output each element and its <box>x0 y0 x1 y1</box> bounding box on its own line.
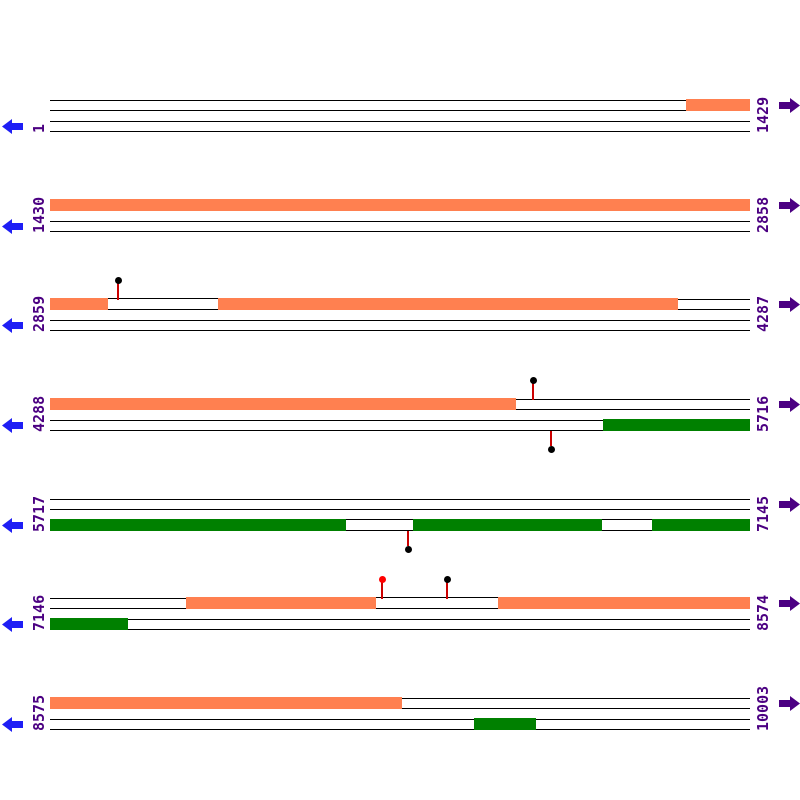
frame-line <box>50 499 750 500</box>
end-coordinate-label: 1429 <box>754 96 772 133</box>
right-arrow-icon <box>779 497 800 512</box>
orf-bar-orange[interactable] <box>498 597 750 609</box>
frame-line <box>50 231 750 232</box>
left-arrow-icon <box>2 617 23 632</box>
marker-dot-black <box>529 376 537 384</box>
scroll-right-button[interactable] <box>779 297 800 312</box>
marker-stem <box>550 431 552 446</box>
left-arrow-icon <box>2 418 23 433</box>
start-coordinate-label: 2859 <box>30 295 48 332</box>
orf-bar-green[interactable] <box>474 718 536 730</box>
orf-gap-box <box>376 597 498 609</box>
frame-line <box>50 420 750 421</box>
frame-line <box>50 509 750 510</box>
frame-line <box>50 330 750 331</box>
frame-line <box>50 131 750 132</box>
start-coordinate-label: 1430 <box>30 196 48 233</box>
orf-bar-orange[interactable] <box>50 298 108 310</box>
orf-bar-orange[interactable] <box>50 697 402 709</box>
marker-dot-red <box>378 575 386 583</box>
frame-line <box>50 729 750 730</box>
right-arrow-icon <box>779 696 800 711</box>
scroll-left-button[interactable] <box>2 219 23 234</box>
orf-bar-green[interactable] <box>50 618 128 630</box>
right-arrow-icon <box>779 596 800 611</box>
end-coordinate-label: 2858 <box>754 196 772 233</box>
frame-line <box>50 221 750 222</box>
frame-line <box>50 110 750 111</box>
scroll-left-button[interactable] <box>2 318 23 333</box>
orf-bar-orange[interactable] <box>218 298 678 310</box>
frame-line <box>50 430 750 431</box>
left-arrow-icon <box>2 518 23 533</box>
left-arrow-icon <box>2 717 23 732</box>
marker-dot-black <box>547 446 555 453</box>
orf-gap-box <box>108 298 218 310</box>
left-arrow-icon <box>2 219 23 234</box>
scroll-right-button[interactable] <box>779 696 800 711</box>
orf-bar-orange[interactable] <box>50 199 750 211</box>
marker-stem <box>446 582 448 599</box>
end-coordinate-label: 10003 <box>754 685 772 731</box>
frame-line <box>50 100 750 101</box>
frame-line <box>50 320 750 321</box>
orf-bar-green[interactable] <box>50 519 346 531</box>
end-coordinate-label: 5716 <box>754 395 772 432</box>
scroll-right-button[interactable] <box>779 198 800 213</box>
frame-line <box>50 719 750 720</box>
right-arrow-icon <box>779 297 800 312</box>
start-coordinate-label: 1 <box>30 123 48 133</box>
scroll-left-button[interactable] <box>2 418 23 433</box>
frame-line <box>50 629 750 630</box>
marker-dot-black <box>114 276 122 284</box>
start-coordinate-label: 7146 <box>30 594 48 631</box>
scroll-left-button[interactable] <box>2 518 23 533</box>
orf-bar-orange[interactable] <box>50 398 516 410</box>
marker-stem <box>532 383 534 400</box>
end-coordinate-label: 7145 <box>754 495 772 532</box>
right-arrow-icon <box>779 198 800 213</box>
orf-bar-green[interactable] <box>652 519 750 531</box>
orf-bar-orange[interactable] <box>186 597 376 609</box>
right-arrow-icon <box>779 98 800 113</box>
frame-line <box>50 619 750 620</box>
start-coordinate-label: 8575 <box>30 694 48 731</box>
right-arrow-icon <box>779 397 800 412</box>
scroll-left-button[interactable] <box>2 119 23 134</box>
marker-dot-black <box>404 546 412 553</box>
left-arrow-icon <box>2 119 23 134</box>
end-coordinate-label: 8574 <box>754 594 772 631</box>
orf-bar-green[interactable] <box>603 419 750 431</box>
frame-line <box>50 121 750 122</box>
marker-dot-black <box>443 575 451 583</box>
scroll-right-button[interactable] <box>779 596 800 611</box>
end-coordinate-label: 4287 <box>754 295 772 332</box>
scroll-left-button[interactable] <box>2 717 23 732</box>
orf-gap-box <box>602 519 652 531</box>
orf-bar-orange[interactable] <box>686 99 750 111</box>
scroll-right-button[interactable] <box>779 497 800 512</box>
orf-bar-green[interactable] <box>413 519 602 531</box>
scroll-right-button[interactable] <box>779 397 800 412</box>
marker-stem <box>381 582 383 599</box>
marker-stem <box>117 283 119 300</box>
start-coordinate-label: 4288 <box>30 395 48 432</box>
scroll-left-button[interactable] <box>2 617 23 632</box>
start-coordinate-label: 5717 <box>30 495 48 532</box>
orf-gap-box <box>346 519 413 531</box>
marker-stem <box>407 531 409 546</box>
left-arrow-icon <box>2 318 23 333</box>
scroll-right-button[interactable] <box>779 98 800 113</box>
